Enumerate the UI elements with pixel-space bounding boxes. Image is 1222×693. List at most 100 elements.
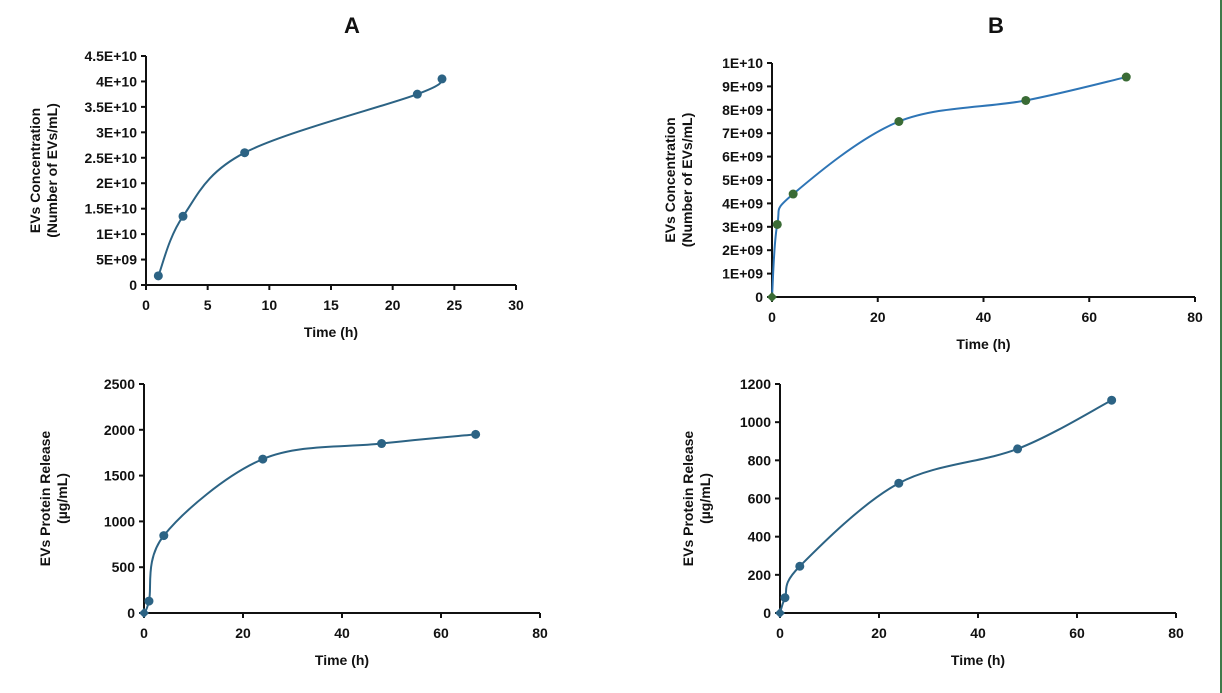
y-tick-label: 600 xyxy=(748,491,772,507)
data-point xyxy=(1013,444,1023,454)
chart-b-concentration: 0 1E+09 2E+09 3E+09 4E+09 5E+09 6E+09 7E+09 8E+0… xyxy=(662,55,1203,352)
data-point xyxy=(178,211,188,221)
right-edge-strip xyxy=(1220,0,1222,693)
y-tick-label: 1200 xyxy=(740,376,771,392)
y-tick-label: 0 xyxy=(129,277,137,293)
x-tick-label: 5 xyxy=(204,297,212,313)
y-tick-label: 2500 xyxy=(104,376,135,392)
x-tick-label: 0 xyxy=(140,625,148,641)
y-tick-label: 1.5E+10 xyxy=(84,201,137,217)
x-axis-title: Time (h) xyxy=(956,336,1010,352)
x-tick-label: 10 xyxy=(262,297,278,313)
x-tick-label: 20 xyxy=(870,309,886,325)
y-tick-label: 8E+09 xyxy=(722,102,763,118)
data-point xyxy=(1107,395,1117,405)
y-tick-label: 1000 xyxy=(740,414,771,430)
y-tick-label: 6E+09 xyxy=(722,149,763,165)
data-point xyxy=(775,608,785,618)
data-point xyxy=(144,596,154,606)
x-tick-label: 60 xyxy=(1081,309,1097,325)
x-tick-label: 25 xyxy=(447,297,463,313)
y-tick-label: 1E+09 xyxy=(722,266,763,282)
x-tick-label: 40 xyxy=(970,625,986,641)
x-tick-label: 20 xyxy=(871,625,887,641)
y-tick-label: 1000 xyxy=(104,513,135,529)
y-tick-label: 2E+10 xyxy=(96,175,137,191)
y-tick-label: 1E+10 xyxy=(96,226,137,242)
x-tick-label: 15 xyxy=(323,297,339,313)
data-point xyxy=(377,439,387,449)
x-tick-label: 0 xyxy=(776,625,784,641)
y-axis-title: EVs Protein Release xyxy=(680,431,696,567)
y-tick-label: 3E+09 xyxy=(722,219,763,235)
y-tick-label: 3.5E+10 xyxy=(84,99,137,115)
x-tick-label: 60 xyxy=(433,625,449,641)
x-tick-label: 0 xyxy=(142,297,150,313)
chart-b-protein: 0 200 400 600 800 1000 1200 0 20 40 60 80 Time (h) EV… xyxy=(680,376,1184,668)
data-point xyxy=(159,531,169,541)
chart-a-protein: 0 500 1000 1500 2000 2500 0 20 40 60 80 Time (h) EVs… xyxy=(37,376,548,668)
y-tick-label: 5E+09 xyxy=(722,172,763,188)
x-axis-title: Time (h) xyxy=(304,324,358,340)
x-tick-label: 60 xyxy=(1069,625,1085,641)
data-point xyxy=(780,593,790,603)
series-line xyxy=(157,78,443,277)
x-tick-label: 80 xyxy=(1187,309,1203,325)
y-tick-label: 0 xyxy=(763,605,771,621)
data-point xyxy=(894,478,904,488)
data-point xyxy=(767,292,777,302)
x-axis-title: Time (h) xyxy=(315,652,369,668)
y-tick-label: 7E+09 xyxy=(722,125,763,141)
y-axis-title: (Number of EVs/mL) xyxy=(44,103,60,238)
y-tick-label: 3E+10 xyxy=(96,124,137,140)
y-tick-label: 9E+09 xyxy=(722,78,763,94)
y-tick-label: 0 xyxy=(755,289,763,305)
data-point xyxy=(788,189,798,199)
x-tick-label: 0 xyxy=(768,309,776,325)
y-tick-label: 400 xyxy=(748,529,772,545)
panel-label-b: B xyxy=(988,13,1004,38)
x-tick-label: 40 xyxy=(334,625,350,641)
x-tick-label: 30 xyxy=(508,297,524,313)
data-point xyxy=(153,271,163,281)
y-axis-title: EVs Protein Release xyxy=(37,431,53,567)
data-point xyxy=(772,219,782,229)
panel-label-a: A xyxy=(344,13,360,38)
x-tick-label: 20 xyxy=(235,625,251,641)
data-point xyxy=(795,561,805,571)
data-point xyxy=(471,429,481,439)
series-line xyxy=(779,399,1113,614)
data-point xyxy=(139,608,149,618)
y-axis-title: (µg/mL) xyxy=(697,473,713,524)
y-tick-label: 1E+10 xyxy=(722,55,763,71)
data-point xyxy=(240,148,250,158)
y-axis-title: (Number of EVs/mL) xyxy=(679,113,695,248)
data-point xyxy=(412,89,422,99)
y-tick-label: 4E+09 xyxy=(722,195,763,211)
y-axis-title: (µg/mL) xyxy=(54,473,70,524)
data-point xyxy=(1021,95,1031,105)
y-axis-title: EVs Concentration xyxy=(662,117,678,242)
y-tick-label: 800 xyxy=(748,452,772,468)
data-point xyxy=(894,117,904,126)
series-line xyxy=(771,76,1127,298)
x-axis-title: Time (h) xyxy=(951,652,1005,668)
series-line xyxy=(143,433,476,614)
y-tick-label: 0 xyxy=(127,605,135,621)
x-tick-label: 80 xyxy=(532,625,548,641)
y-tick-label: 2E+09 xyxy=(722,242,763,258)
y-tick-label: 200 xyxy=(748,567,772,583)
y-tick-label: 500 xyxy=(112,559,136,575)
y-axis-title: EVs Concentration xyxy=(27,108,43,233)
x-tick-label: 20 xyxy=(385,297,401,313)
y-tick-label: 5E+09 xyxy=(96,252,137,268)
chart-a-concentration: 0 5E+09 1E+10 1.5E+10 2E+10 2.5E+10 3E+10 3.5E+… xyxy=(27,48,524,340)
data-point xyxy=(437,74,447,84)
y-tick-label: 4E+10 xyxy=(96,73,137,89)
data-point xyxy=(1121,72,1131,82)
y-tick-label: 4.5E+10 xyxy=(84,48,137,64)
y-tick-label: 1500 xyxy=(104,468,135,484)
y-tick-label: 2.5E+10 xyxy=(84,150,137,166)
data-point xyxy=(258,454,268,464)
